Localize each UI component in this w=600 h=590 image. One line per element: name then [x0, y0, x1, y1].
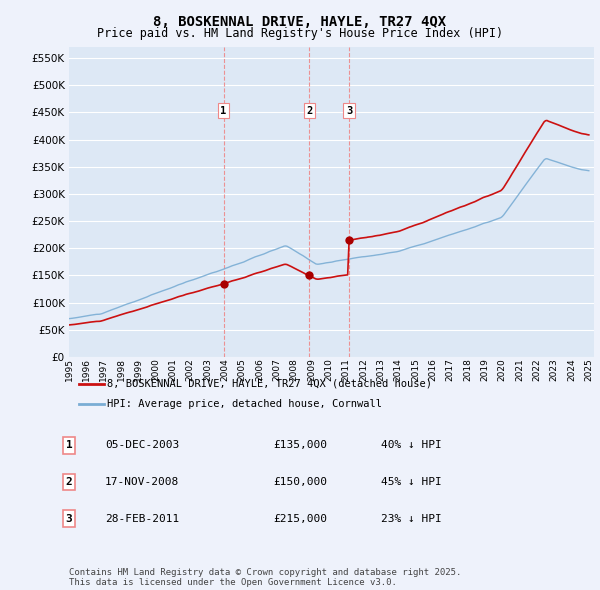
- Text: 40% ↓ HPI: 40% ↓ HPI: [381, 441, 442, 450]
- Text: 2: 2: [307, 106, 313, 116]
- Text: 23% ↓ HPI: 23% ↓ HPI: [381, 514, 442, 523]
- Text: £215,000: £215,000: [273, 514, 327, 523]
- Text: Contains HM Land Registry data © Crown copyright and database right 2025.
This d: Contains HM Land Registry data © Crown c…: [69, 568, 461, 587]
- Text: Price paid vs. HM Land Registry's House Price Index (HPI): Price paid vs. HM Land Registry's House …: [97, 27, 503, 40]
- Text: HPI: Average price, detached house, Cornwall: HPI: Average price, detached house, Corn…: [107, 399, 382, 409]
- Text: £150,000: £150,000: [273, 477, 327, 487]
- Text: 2: 2: [65, 477, 73, 487]
- Text: 3: 3: [65, 514, 73, 523]
- Text: 45% ↓ HPI: 45% ↓ HPI: [381, 477, 442, 487]
- Text: 8, BOSKENNAL DRIVE, HAYLE, TR27 4QX: 8, BOSKENNAL DRIVE, HAYLE, TR27 4QX: [154, 15, 446, 29]
- Text: 1: 1: [65, 441, 73, 450]
- Text: 28-FEB-2011: 28-FEB-2011: [105, 514, 179, 523]
- Text: 1: 1: [220, 106, 227, 116]
- Text: 17-NOV-2008: 17-NOV-2008: [105, 477, 179, 487]
- Text: 05-DEC-2003: 05-DEC-2003: [105, 441, 179, 450]
- Text: £135,000: £135,000: [273, 441, 327, 450]
- Text: 8, BOSKENNAL DRIVE, HAYLE, TR27 4QX (detached house): 8, BOSKENNAL DRIVE, HAYLE, TR27 4QX (det…: [107, 379, 433, 389]
- Text: 3: 3: [346, 106, 352, 116]
